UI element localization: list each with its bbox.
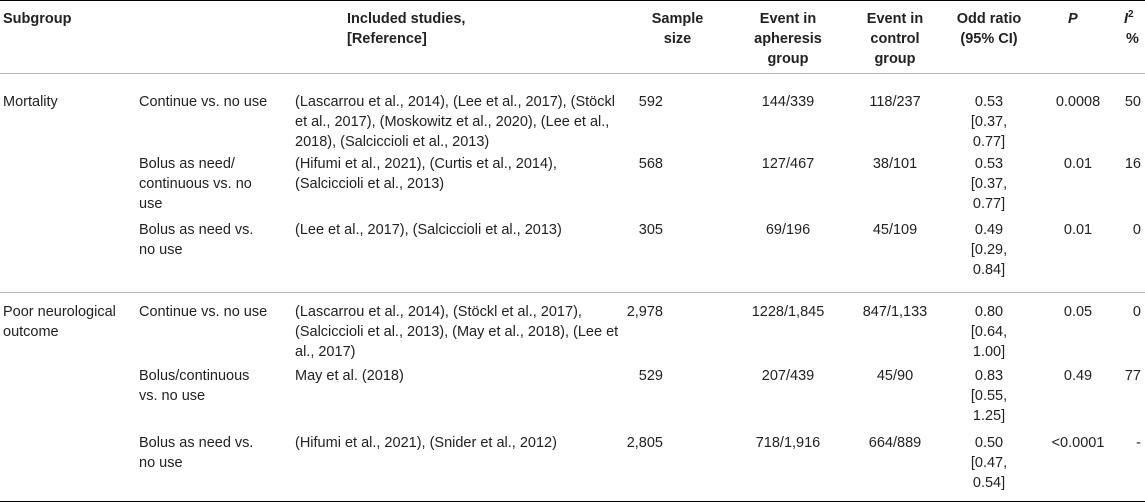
row-sample: 568 (638, 156, 663, 172)
row-i2: 0 (1132, 222, 1141, 238)
row-type: Bolus as need vs. no use (139, 222, 254, 259)
row-event-apheresis: 1228/1,845 (751, 304, 825, 320)
row-i2: 77 (1124, 368, 1141, 384)
row-p: 0.0008 (1055, 94, 1101, 110)
group-divider (0, 292, 1145, 293)
table-header (0, 0, 1145, 73)
top-rule (0, 0, 1145, 1)
row-type: Continue vs. no use (139, 304, 268, 320)
header-p: P (1068, 11, 1078, 27)
row-studies: (Hifumi et al., 2021), (Curtis et al., 2… (295, 156, 557, 193)
header-rule (0, 73, 1145, 74)
header-i2-letter: I (1124, 11, 1129, 27)
row-event-apheresis: 144/339 (761, 94, 815, 110)
row-event-control: 45/90 (876, 368, 914, 384)
row-i2: 16 (1124, 156, 1141, 172)
row-i2: - (1136, 435, 1141, 451)
row-odd-ratio: 0.49 [0.29, 0.84] (970, 222, 1008, 279)
row-event-apheresis: 127/467 (761, 156, 815, 172)
row-odd-ratio: 0.53 [0.37, 0.77] (970, 156, 1008, 213)
row-event-control: 664/889 (868, 435, 922, 451)
row-sample: 592 (638, 94, 663, 110)
row-event-apheresis: 718/1,916 (755, 435, 821, 451)
header-i2-unit: % (1126, 31, 1139, 47)
row-event-control: 847/1,133 (862, 304, 928, 320)
header-subgroup: Subgroup (3, 11, 72, 27)
row-type: Continue vs. no use (139, 94, 268, 110)
header-event-control: Event in control group (866, 11, 924, 68)
row-odd-ratio: 0.80 [0.64, 1.00] (970, 304, 1008, 361)
row-studies: (Lascarrou et al., 2014), (Stöckl et al.… (295, 304, 619, 361)
group-label-mortality: Mortality (3, 94, 58, 110)
row-type: Bolus/continuous vs. no use (139, 368, 250, 405)
row-event-control: 45/109 (872, 222, 918, 238)
row-sample: 529 (638, 368, 663, 384)
group-label-neuro: Poor neurological outcome (3, 304, 116, 341)
header-studies: Included studies, [Reference] (347, 11, 466, 48)
row-p: 0.49 (1063, 368, 1093, 384)
row-p: 0.01 (1063, 222, 1093, 238)
row-sample: 305 (638, 222, 663, 238)
row-event-control: 118/237 (869, 94, 921, 110)
row-i2: 0 (1132, 304, 1141, 320)
row-type: Bolus as need/ continuous vs. no use (139, 156, 252, 213)
row-type: Bolus as need vs. no use (139, 435, 254, 472)
row-sample: 2,978 (626, 304, 663, 320)
header-i2: I2 (1124, 9, 1144, 29)
header-sample-size: Sample size (651, 11, 704, 48)
header-i2-sup: 2 (1128, 9, 1134, 20)
row-p: <0.0001 (1051, 435, 1105, 451)
header-odd-ratio: Odd ratio (95% CI) (956, 11, 1022, 48)
row-studies: (Hifumi et al., 2021), (Snider et al., 2… (295, 435, 557, 451)
row-odd-ratio: 0.83 [0.55, 1.25] (970, 368, 1008, 425)
row-odd-ratio: 0.53 [0.37, 0.77] (970, 94, 1008, 151)
row-odd-ratio: 0.50 [0.47, 0.54] (970, 435, 1008, 492)
row-event-control: 38/101 (872, 156, 918, 172)
row-p: 0.05 (1063, 304, 1093, 320)
row-i2: 50 (1124, 94, 1141, 110)
row-event-apheresis: 207/439 (761, 368, 815, 384)
row-p: 0.01 (1063, 156, 1093, 172)
row-event-apheresis: 69/196 (765, 222, 811, 238)
row-studies: May et al. (2018) (295, 368, 404, 384)
row-studies: (Lee et al., 2017), (Salciccioli et al.,… (295, 222, 562, 238)
row-sample: 2,805 (626, 435, 663, 451)
header-event-apheresis: Event in apheresis group (754, 11, 822, 68)
row-studies: (Lascarrou et al., 2014), (Lee et al., 2… (295, 94, 615, 151)
